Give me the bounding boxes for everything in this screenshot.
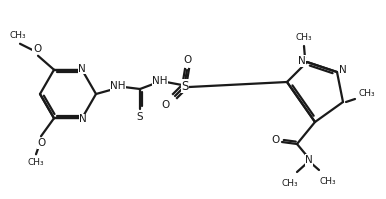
Text: NH: NH	[110, 81, 126, 91]
Text: N: N	[305, 155, 313, 165]
Text: N: N	[78, 64, 86, 74]
Text: NH: NH	[152, 76, 168, 86]
Text: O: O	[33, 44, 41, 54]
Text: CH₃: CH₃	[359, 90, 375, 99]
Text: CH₃: CH₃	[10, 31, 26, 40]
Text: CH₃: CH₃	[320, 177, 336, 185]
Text: O: O	[162, 100, 170, 110]
Text: CH₃: CH₃	[296, 33, 312, 43]
Text: O: O	[38, 138, 46, 148]
Text: S: S	[181, 79, 189, 93]
Text: O: O	[183, 55, 191, 65]
Text: O: O	[272, 135, 280, 145]
Text: N: N	[339, 65, 347, 75]
Text: CH₃: CH₃	[28, 158, 44, 167]
Text: N: N	[79, 114, 87, 124]
Text: S: S	[137, 112, 143, 122]
Text: CH₃: CH₃	[282, 179, 298, 188]
Text: N: N	[298, 56, 306, 66]
